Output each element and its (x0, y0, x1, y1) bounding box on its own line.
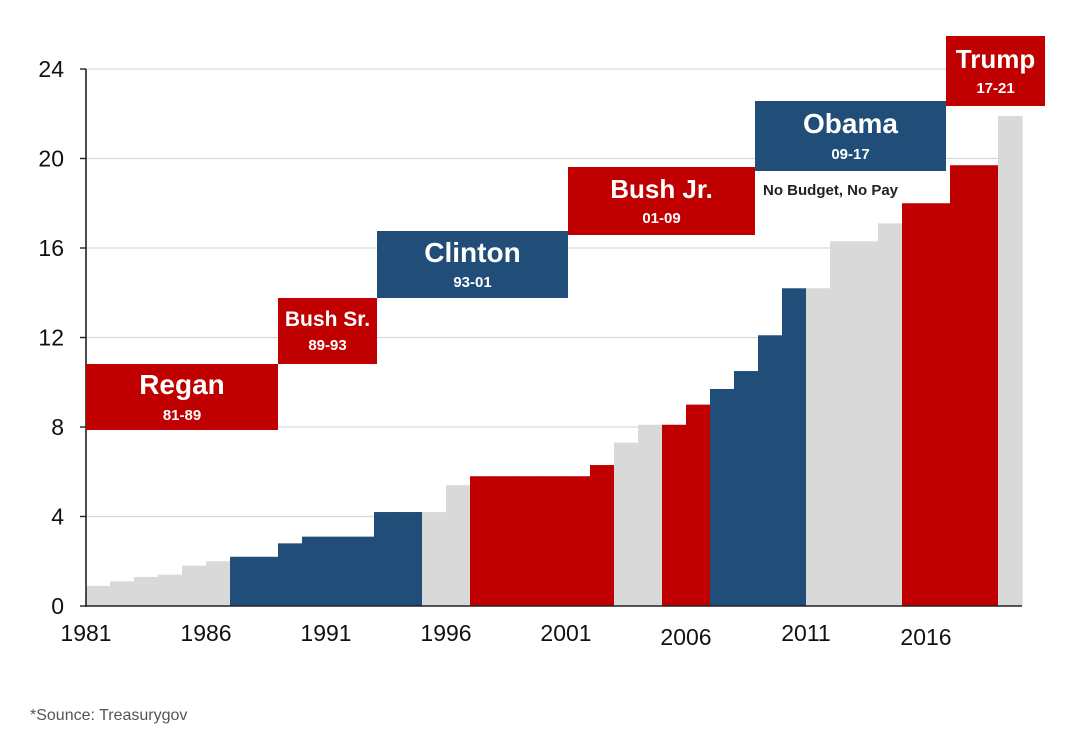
president-name: Trump (955, 44, 1036, 75)
bar-2006 (686, 404, 711, 606)
bar-2011 (806, 288, 831, 606)
bar-2002 (590, 465, 615, 606)
bar-2012 (830, 241, 855, 606)
bar-1996 (446, 485, 471, 606)
president-box-obama: Obama 09-17 (755, 101, 946, 171)
bar-1989 (278, 543, 303, 606)
bar-1991 (326, 536, 351, 606)
bar-1982 (110, 581, 135, 606)
bar-2003 (614, 442, 639, 606)
president-box-clinton: Clinton 93-01 (377, 231, 568, 298)
bar-1986 (206, 561, 231, 606)
bar-1981 (86, 585, 111, 606)
bar-2019 (998, 115, 1023, 607)
bar-2014 (878, 223, 903, 606)
x-tick-label: 2011 (781, 620, 830, 646)
x-tick-label: 1986 (180, 620, 231, 646)
bar-1983 (134, 576, 159, 606)
source-note: *Sounce: Treasurygov (30, 707, 188, 724)
bar-2016 (926, 203, 951, 606)
president-term-years: 01-09 (642, 209, 681, 227)
president-name: Obama (803, 108, 898, 140)
bar-1998 (494, 476, 519, 606)
president-box-bush-sr: Bush Sr. 89-93 (278, 298, 377, 364)
bar-2015 (902, 203, 927, 606)
bar-2000 (542, 476, 567, 606)
president-term-years: 17-21 (976, 79, 1015, 97)
bar-1992 (350, 536, 375, 606)
bar-2010 (782, 288, 807, 606)
bar-1999 (518, 476, 543, 606)
y-tick-label: 4 (51, 504, 64, 530)
y-tick-label: 0 (51, 593, 64, 619)
x-tick-label: 2006 (660, 624, 711, 650)
bar-1995 (422, 512, 447, 606)
y-tick-label: 16 (38, 235, 64, 261)
bar-2001 (566, 476, 591, 606)
y-tick-label: 24 (38, 56, 64, 82)
president-box-trump: Trump 17-21 (946, 36, 1045, 106)
bar-2004 (638, 424, 663, 606)
bar-2017 (950, 165, 975, 606)
president-term-years: 81-89 (162, 406, 202, 424)
president-name: Regan (139, 369, 225, 401)
president-term-years: 93-01 (453, 274, 492, 292)
bar-1997 (470, 476, 495, 606)
bar-2013 (854, 241, 879, 606)
x-tick-label: 1996 (420, 620, 471, 646)
president-term-years: 09-17 (831, 145, 870, 163)
bar-1988 (254, 556, 279, 606)
y-tick-label: 8 (51, 414, 64, 440)
bar-1994 (398, 512, 423, 606)
bar-1990 (302, 536, 327, 606)
x-tick-label: 1981 (60, 620, 111, 646)
bar-1984 (158, 574, 183, 606)
y-tick-label: 20 (38, 146, 64, 172)
x-tick-label: 2016 (900, 624, 951, 650)
bar-2008 (734, 371, 759, 606)
x-tick-label: 1991 (300, 620, 351, 646)
chart-canvas: 0 4 8 12 16 20 24 1981 1986 1991 1996 2001 2006 2011 2… (38, 56, 1023, 650)
bar-1987 (230, 556, 255, 606)
president-name: Clinton (424, 236, 521, 268)
president-term-years: 89-93 (308, 337, 347, 355)
no-budget-no-pay-note: No Budget, No Pay (763, 182, 899, 199)
bar-1993 (374, 512, 399, 606)
bar-2005 (662, 424, 687, 606)
president-name: Bush Jr. (610, 174, 713, 205)
president-name: Bush Sr. (284, 307, 371, 331)
x-tick-label: 2001 (540, 620, 591, 646)
bar-1985 (182, 565, 207, 606)
bar-2007 (710, 388, 735, 606)
bar-2018 (974, 165, 999, 606)
president-box-bush-jr: Bush Jr. 01-09 (568, 167, 755, 235)
bar-2009 (758, 335, 783, 606)
y-tick-label: 12 (38, 325, 64, 351)
president-box-regan: Regan 81-89 (86, 364, 278, 430)
